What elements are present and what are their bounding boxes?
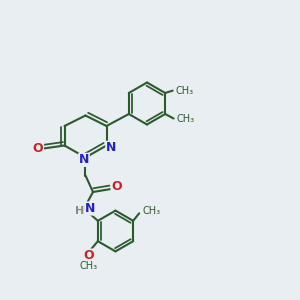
Text: CH₃: CH₃ — [80, 261, 98, 271]
Text: N: N — [85, 202, 95, 215]
Text: N: N — [79, 153, 89, 167]
Text: CH₃: CH₃ — [142, 206, 160, 216]
Text: O: O — [111, 179, 122, 193]
Text: CH₃: CH₃ — [177, 113, 195, 124]
Text: N: N — [106, 141, 116, 154]
Text: O: O — [83, 249, 94, 262]
Text: CH₃: CH₃ — [176, 85, 194, 96]
Text: O: O — [33, 142, 44, 155]
Text: H: H — [75, 206, 84, 216]
